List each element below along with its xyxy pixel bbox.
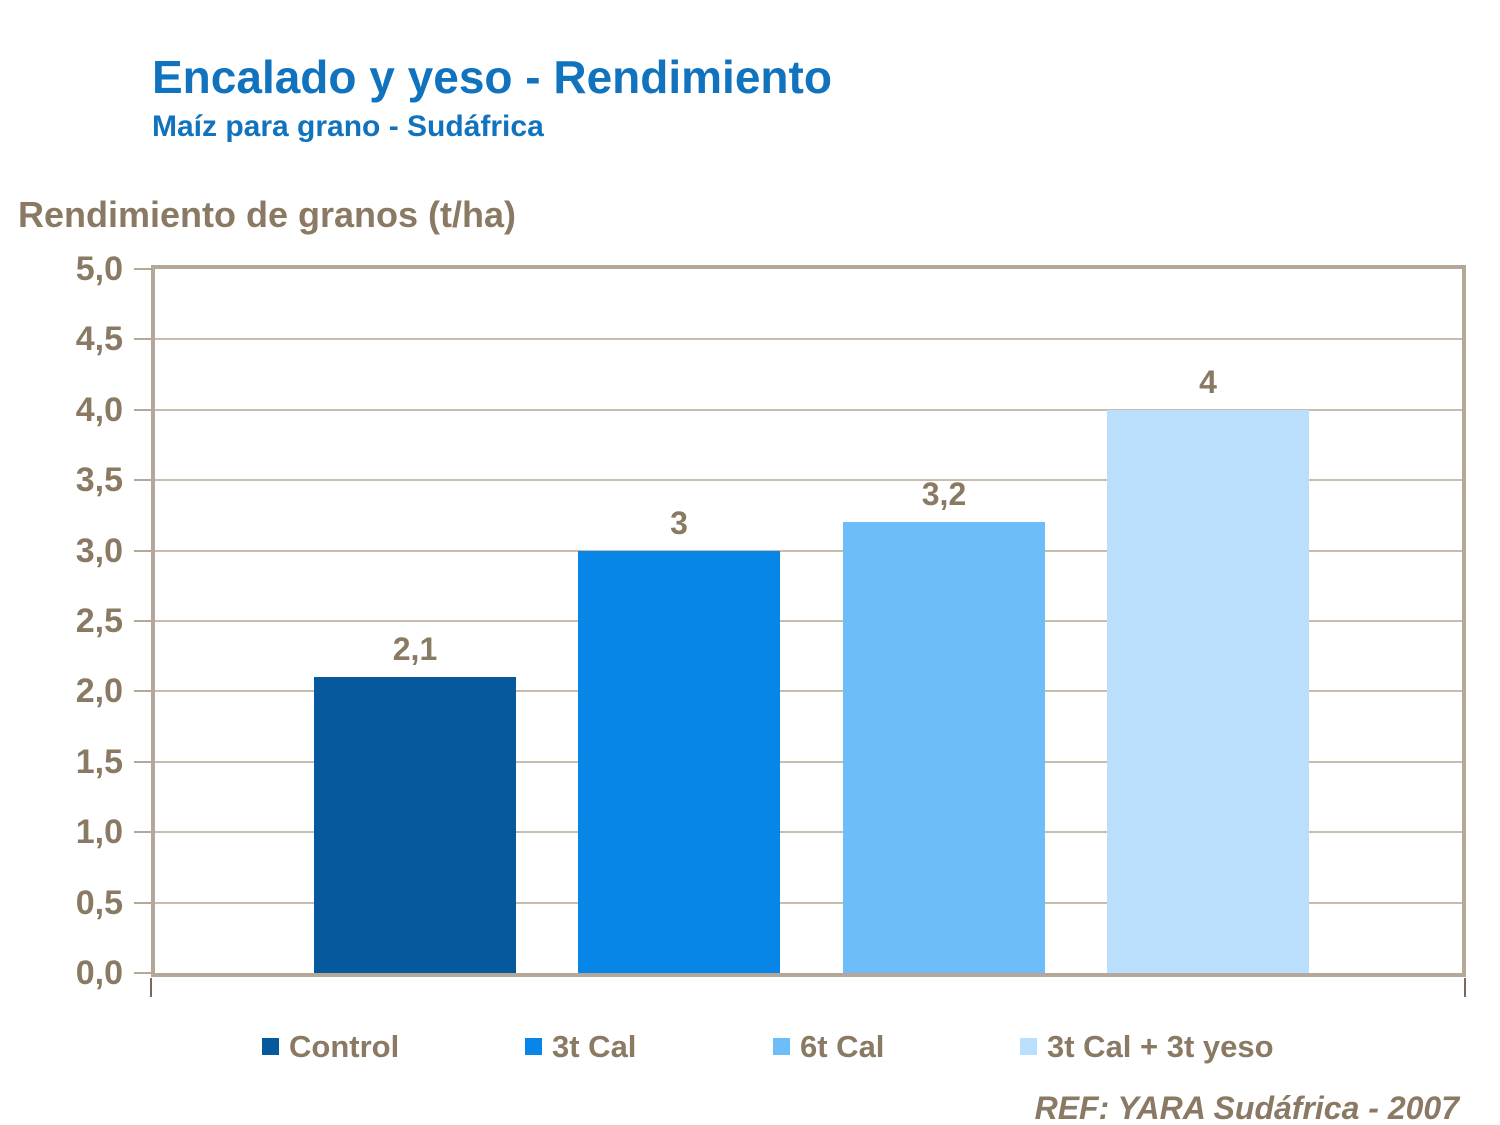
legend-color-swatch [525,1038,542,1055]
bar-value-label: 3 [670,505,688,541]
bar-3t-cal [578,551,780,973]
legend-color-swatch [773,1038,790,1055]
y-tick-label: 5,0 [75,250,123,288]
bar-value-label: 3,2 [921,476,967,512]
bar-6t-cal [843,522,1045,973]
legend: Control 3t Cal 6t Cal 3t Cal + 3t yeso [0,1028,1500,1066]
y-tick-mark [134,549,151,552]
y-tick-mark [134,831,151,834]
legend-label: 3t Cal [552,1029,637,1064]
gridline [155,901,1462,904]
plot-area: 2,1 3 3,2 4 [151,265,1466,977]
reference-note: REF: YARA Sudáfrica - 2007 [1034,1090,1459,1125]
y-tick-mark [134,479,151,482]
y-tick-label: 1,0 [75,813,123,852]
legend-color-swatch [1020,1038,1037,1055]
y-tick-label: 0,0 [75,954,123,992]
plot-inner: 2,1 3 3,2 4 [155,269,1462,973]
gridline [155,479,1462,482]
gridline [155,620,1462,622]
y-tick-label: 0,5 [75,883,123,922]
legend-label: Control [289,1029,400,1064]
y-tick-label: 3,5 [75,461,123,500]
legend-color-swatch [262,1038,279,1055]
y-tick-label: 3,0 [75,531,123,570]
legend-label: 6t Cal [800,1029,885,1064]
y-tick-mark [134,690,151,693]
y-tick-label: 2,0 [75,672,123,711]
y-axis-title: Rendimiento de granos (t/ha) [18,194,517,235]
gridline [155,549,1462,552]
bar-control [314,677,516,973]
gridline [155,690,1462,693]
gridline [155,831,1462,834]
y-tick-mark [134,901,151,904]
bar-3t-cal-3t-yeso [1107,410,1309,973]
gridline [155,408,1462,411]
y-tick-label: 1,5 [75,742,123,781]
legend-label: 3t Cal + 3t yeso [1047,1029,1274,1064]
y-tick-label: 4,5 [75,320,123,359]
gridline [155,760,1462,763]
y-tick-mark [134,338,151,341]
y-tick-mark [134,760,151,763]
gridline [155,338,1462,341]
y-tick-mark [134,620,151,622]
bar-value-label: 2,1 [392,631,438,667]
y-tick-mark [134,268,151,270]
y-tick-label: 2,5 [75,602,123,640]
y-tick-mark [134,408,151,411]
page-title: Encalado y yeso - Rendimiento [152,51,832,103]
x-axis-end-tick [1464,978,1466,997]
x-axis-end-tick [150,978,152,997]
bar-value-label: 4 [1199,364,1217,400]
page-subtitle: Maíz para grano - Sudáfrica [152,110,544,143]
y-tick-mark [134,972,151,974]
y-tick-label: 4,0 [75,390,123,429]
